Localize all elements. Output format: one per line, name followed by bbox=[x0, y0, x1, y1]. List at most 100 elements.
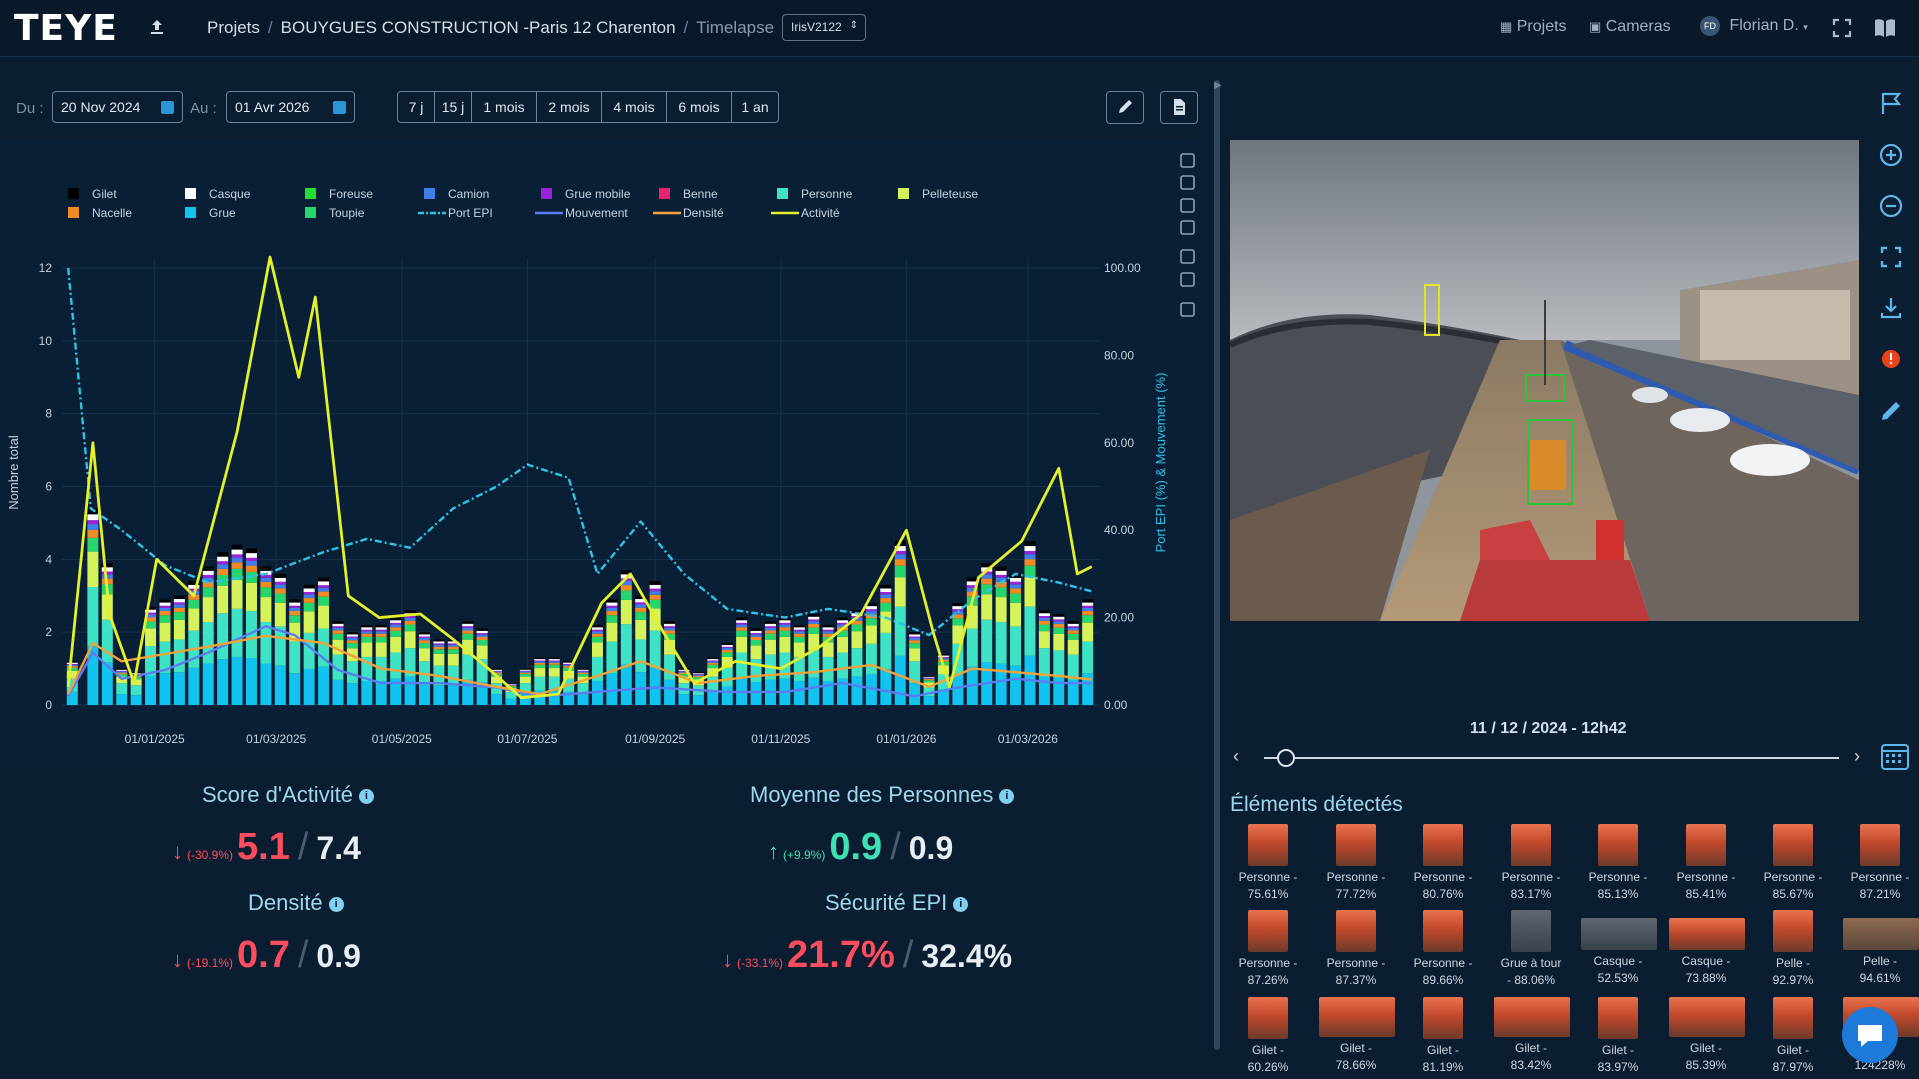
calendar-grid-icon[interactable] bbox=[1880, 741, 1910, 771]
detected-item[interactable]: Personne - 80.76% bbox=[1406, 824, 1480, 903]
nav-projets[interactable]: ▦ Projets bbox=[1500, 18, 1567, 36]
detected-item[interactable]: Gilet - 78.66% bbox=[1319, 997, 1395, 1074]
bar-segment bbox=[548, 662, 560, 665]
nav-cameras[interactable]: ▣ Cameras bbox=[1589, 18, 1671, 36]
pan-icon[interactable] bbox=[1180, 272, 1195, 287]
range-button-2-mois[interactable]: 2 mois bbox=[536, 91, 602, 123]
bar-segment bbox=[577, 668, 589, 670]
detected-item[interactable]: Personne - 85.13% bbox=[1581, 824, 1655, 903]
panel-resizer[interactable] bbox=[1214, 80, 1220, 1050]
bar-segment bbox=[159, 641, 171, 674]
bar-segment bbox=[808, 677, 820, 705]
info-icon[interactable]: i bbox=[953, 896, 969, 912]
bar-segment bbox=[822, 624, 834, 628]
zoom-in-icon[interactable] bbox=[1878, 142, 1904, 168]
collapse-arrow-icon[interactable]: ▶ bbox=[1214, 80, 1222, 91]
detected-item[interactable]: Personne - 77.72% bbox=[1319, 824, 1393, 903]
detected-item[interactable]: Gilet - 60.26% bbox=[1231, 997, 1305, 1076]
bar-segment bbox=[116, 671, 128, 673]
detected-item[interactable]: Personne - 89.66% bbox=[1406, 910, 1480, 989]
range-button-7-j[interactable]: 7 j bbox=[397, 91, 435, 123]
range-button-1-mois[interactable]: 1 mois bbox=[471, 91, 537, 123]
upload-icon[interactable] bbox=[148, 18, 166, 36]
download-icon[interactable] bbox=[1878, 295, 1904, 321]
expand-icon[interactable] bbox=[1878, 244, 1904, 270]
chat-button[interactable] bbox=[1842, 1007, 1898, 1063]
prev-frame-icon[interactable]: ‹ bbox=[1233, 746, 1239, 766]
info-icon[interactable]: i bbox=[358, 788, 374, 804]
bar-segment bbox=[837, 636, 849, 653]
bar-segment bbox=[462, 623, 474, 627]
teye-logo[interactable]: TEYE bbox=[14, 8, 118, 49]
bar-segment bbox=[721, 652, 733, 657]
book-icon[interactable] bbox=[1873, 17, 1897, 39]
alert-icon[interactable] bbox=[1878, 346, 1904, 372]
edit-button[interactable] bbox=[1106, 91, 1144, 124]
timeline-slider-handle[interactable] bbox=[1277, 749, 1295, 767]
bar-segment bbox=[851, 610, 863, 614]
autoscale-icon[interactable] bbox=[1180, 198, 1195, 213]
detected-item[interactable]: Personne - 83.17% bbox=[1494, 824, 1568, 903]
detected-item[interactable]: Grue à tour - 88.06% bbox=[1494, 910, 1568, 989]
bar-segment bbox=[635, 602, 647, 605]
bar-segment bbox=[548, 660, 560, 662]
detected-item[interactable]: Pelle - 94.61% bbox=[1843, 910, 1919, 987]
camera-image[interactable] bbox=[1230, 140, 1859, 621]
bar-segment bbox=[649, 581, 661, 585]
bar-segment bbox=[808, 619, 820, 622]
detected-item[interactable]: Gilet - 87.97% bbox=[1756, 997, 1830, 1076]
detected-item[interactable]: Gilet - 85.39% bbox=[1669, 997, 1745, 1074]
detected-item[interactable]: Personne - 87.26% bbox=[1231, 910, 1305, 989]
detected-item[interactable]: Gilet - 81.19% bbox=[1406, 997, 1480, 1076]
detection-class: Gilet - 81.19% bbox=[1422, 1043, 1464, 1074]
detected-item[interactable]: Personne - 85.41% bbox=[1669, 824, 1743, 903]
breadcrumb-project[interactable]: BOUYGUES CONSTRUCTION -Paris 12 Charento… bbox=[280, 18, 676, 37]
detection-class: Gilet - bbox=[1601, 1043, 1634, 1057]
range-button-1-an[interactable]: 1 an bbox=[731, 91, 779, 123]
camera-icon[interactable] bbox=[1180, 302, 1195, 317]
legend-label: Grue mobile bbox=[565, 187, 631, 201]
legend-swatch bbox=[898, 188, 909, 199]
range-button-15-j[interactable]: 15 j bbox=[434, 91, 472, 123]
detected-item[interactable]: Casque - 73.88% bbox=[1669, 910, 1745, 987]
bar-segment bbox=[303, 592, 315, 595]
x-tick-label: 01/01/2025 bbox=[125, 732, 185, 746]
info-icon[interactable]: i bbox=[328, 896, 344, 912]
camera-select[interactable]: IrisV2122 ⇕ bbox=[782, 14, 866, 41]
detected-item[interactable]: Personne - 75.61% bbox=[1231, 824, 1305, 903]
zoom-out-icon[interactable] bbox=[1878, 193, 1904, 219]
to-date-input[interactable]: 01 Avr 2026 bbox=[226, 91, 355, 123]
export-pdf-button[interactable] bbox=[1160, 91, 1198, 124]
info-icon[interactable]: i bbox=[999, 788, 1015, 804]
range-button-4-mois[interactable]: 4 mois bbox=[601, 91, 667, 123]
next-frame-icon[interactable]: › bbox=[1854, 746, 1860, 766]
timeline-slider-track[interactable] bbox=[1264, 757, 1839, 759]
remove-box-icon[interactable] bbox=[1180, 175, 1195, 190]
detected-item[interactable]: Pelle - 92.97% bbox=[1756, 910, 1830, 989]
from-date-input[interactable]: 20 Nov 2024 bbox=[52, 91, 183, 123]
user-menu[interactable]: FD Florian D. ▾ bbox=[1700, 16, 1808, 36]
detected-item[interactable]: Gilet - 83.42% bbox=[1494, 997, 1570, 1074]
flag-icon[interactable] bbox=[1878, 90, 1904, 116]
detected-item[interactable]: Gilet - 83.97% bbox=[1581, 997, 1655, 1076]
detection-thumbnail bbox=[1423, 997, 1463, 1039]
bar-segment bbox=[1038, 610, 1050, 614]
bar-segment bbox=[476, 682, 488, 705]
pencil-icon[interactable] bbox=[1878, 398, 1904, 424]
bar-segment bbox=[1082, 622, 1094, 642]
bar-segment bbox=[303, 598, 315, 603]
add-box-icon[interactable] bbox=[1180, 153, 1195, 168]
detected-item[interactable]: Personne - 87.21% bbox=[1843, 824, 1917, 903]
sort-arrows-icon: ⇕ bbox=[849, 20, 858, 31]
bar-segment bbox=[433, 639, 445, 642]
range-button-6-mois[interactable]: 6 mois bbox=[666, 91, 732, 123]
detected-item[interactable]: Casque - 52.53% bbox=[1581, 910, 1657, 987]
y-tick-label: 12 bbox=[39, 261, 53, 275]
fullscreen-icon[interactable] bbox=[1832, 18, 1852, 38]
timelapse-chart[interactable]: 0 2 4 6 8 10 12 0.00 20.00 40.00 60.00 80.00 100.00 0… bbox=[0, 140, 1200, 762]
home-icon[interactable] bbox=[1180, 220, 1195, 235]
zoom-icon[interactable] bbox=[1180, 249, 1195, 264]
detected-item[interactable]: Personne - 87.37% bbox=[1319, 910, 1393, 989]
detected-item[interactable]: Personne - 85.67% bbox=[1756, 824, 1830, 903]
breadcrumb-projets[interactable]: Projets bbox=[207, 18, 260, 37]
